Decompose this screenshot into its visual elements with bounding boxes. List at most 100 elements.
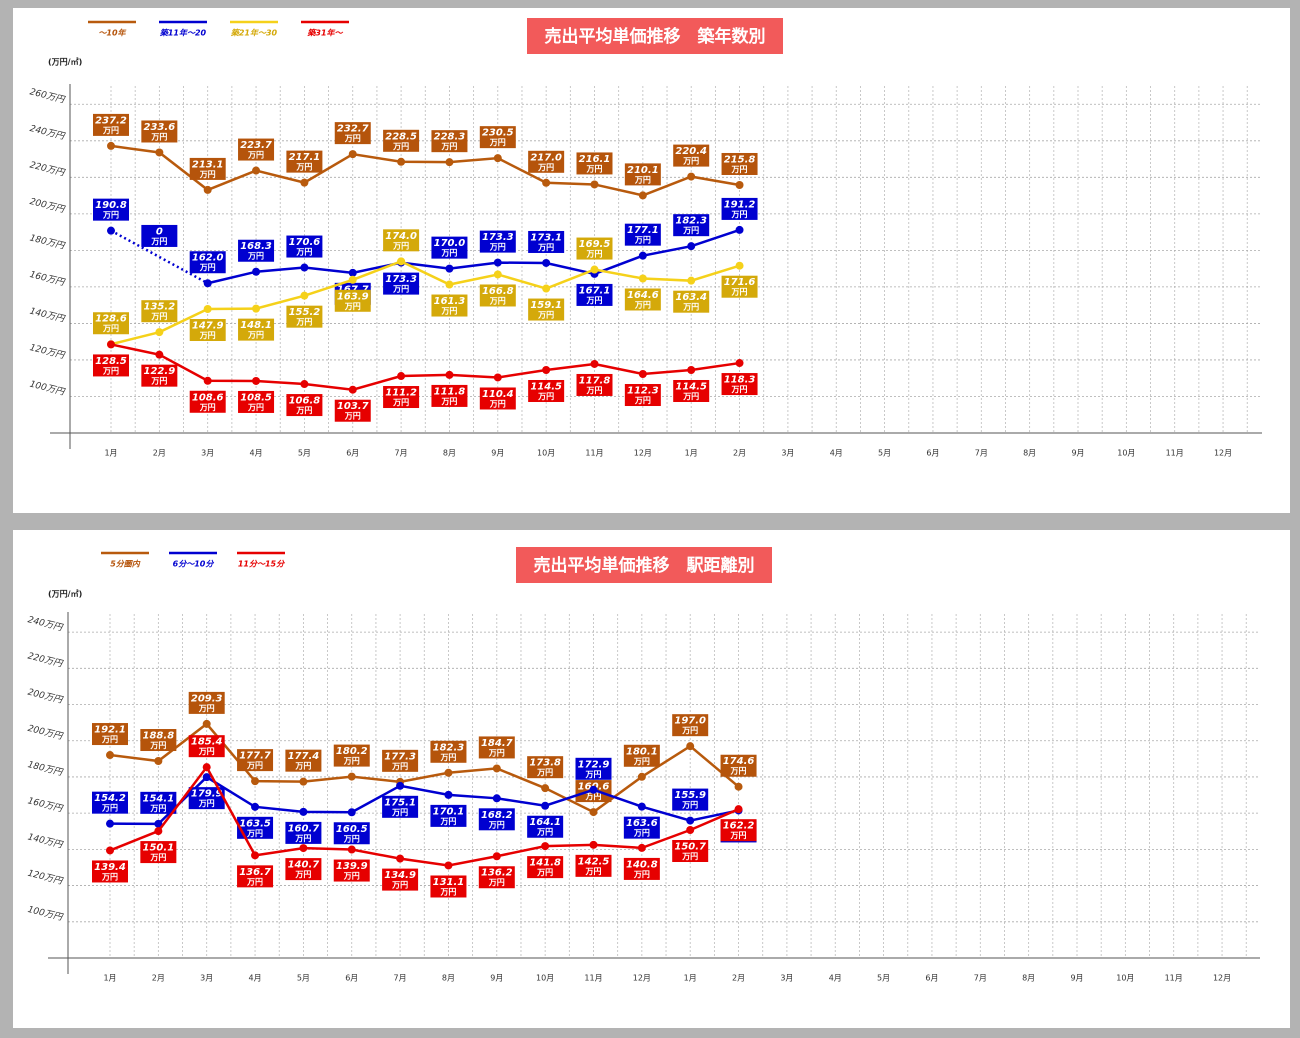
- data-point: [542, 178, 551, 187]
- data-label-unit: 万円: [730, 831, 747, 840]
- data-point: [347, 772, 356, 781]
- data-label: 184.7: [481, 738, 513, 749]
- data-label-unit: 万円: [439, 817, 456, 826]
- x-tick-label: 11月: [1166, 449, 1184, 458]
- legend-label: 築31年～: [306, 29, 343, 38]
- data-label: 174.0: [385, 231, 417, 242]
- data-label-box: [333, 744, 370, 767]
- data-label-box: [479, 126, 516, 149]
- data-point: [202, 763, 211, 772]
- data-point: [734, 805, 743, 814]
- x-tick-label: 5月: [298, 449, 311, 458]
- data-point: [735, 225, 744, 234]
- data-label-box: [673, 214, 710, 237]
- data-point: [348, 150, 357, 159]
- data-label-box: [382, 868, 419, 891]
- data-label-unit: 万円: [681, 726, 698, 735]
- data-label-unit: 万円: [247, 403, 264, 412]
- data-label: 103.7: [337, 401, 369, 412]
- data-label: 148.1: [240, 320, 272, 331]
- data-point: [735, 261, 744, 270]
- x-tick-label: 12月: [634, 449, 652, 458]
- data-label-box: [286, 235, 323, 258]
- data-label-unit: 万円: [585, 770, 602, 779]
- data-point: [252, 304, 261, 313]
- data-label-box: [285, 858, 322, 881]
- data-point: [637, 802, 646, 811]
- data-label-unit: 万円: [199, 263, 216, 272]
- data-label-box: [286, 150, 323, 173]
- data-label-box: [673, 379, 710, 402]
- data-label-unit: 万円: [537, 163, 554, 172]
- data-point: [106, 819, 114, 828]
- data-label: 217.0: [530, 152, 562, 163]
- data-label-box: [624, 384, 661, 407]
- data-label-unit: 万円: [634, 236, 651, 245]
- unit-label: (万円/㎡): [48, 589, 82, 599]
- data-label: 185.4: [191, 737, 223, 748]
- data-point: [445, 280, 454, 289]
- data-label-unit: 万円: [634, 396, 651, 405]
- data-point: [687, 172, 696, 181]
- data-point: [300, 380, 309, 389]
- data-label: 170.1: [433, 806, 465, 817]
- data-label: 141.8: [529, 858, 561, 869]
- chart-title: 売出平均単価推移 駅距離別: [534, 555, 755, 576]
- data-label: 142.5: [578, 856, 610, 867]
- data-point: [348, 275, 357, 284]
- data-label-box: [189, 157, 226, 180]
- data-label: 161.3: [434, 296, 466, 307]
- data-label: 163.9: [337, 291, 369, 302]
- data-label-unit: 万円: [102, 211, 119, 220]
- data-label-box: [575, 854, 612, 877]
- data-label-unit: 万円: [295, 406, 312, 415]
- data-point: [252, 376, 261, 385]
- data-label-box: [431, 236, 468, 259]
- data-label: 180.2: [336, 746, 368, 757]
- data-label-box: [720, 754, 757, 777]
- data-label-unit: 万円: [536, 768, 553, 777]
- data-label-box: [721, 197, 758, 220]
- data-label: 134.9: [384, 870, 416, 881]
- data-label: 136.7: [239, 867, 271, 878]
- data-label-unit: 万円: [343, 872, 360, 881]
- data-label-unit: 万円: [633, 829, 650, 838]
- data-label-unit: 万円: [586, 250, 603, 259]
- data-label-unit: 万円: [536, 868, 553, 877]
- data-label-unit: 万円: [198, 799, 215, 808]
- data-label: 237.2: [95, 115, 127, 126]
- data-label-box: [673, 290, 710, 313]
- data-point: [348, 268, 357, 277]
- data-label: 117.8: [579, 375, 611, 386]
- data-point: [734, 782, 743, 791]
- data-label: 128.6: [95, 314, 127, 325]
- data-label: 167.1: [579, 285, 611, 296]
- data-label-box: [479, 284, 516, 307]
- data-label-box: [576, 283, 613, 306]
- data-label-unit: 万円: [344, 302, 361, 311]
- data-label-unit: 万円: [537, 243, 554, 252]
- data-label-box: [238, 318, 275, 341]
- x-tick-label: 8月: [443, 449, 456, 458]
- data-label-box: [478, 866, 515, 889]
- data-point: [299, 807, 308, 816]
- data-label: 140.8: [626, 859, 658, 870]
- data-label: 232.7: [337, 124, 369, 135]
- data-label-box: [527, 856, 564, 879]
- data-label-unit: 万円: [344, 134, 361, 143]
- data-point: [542, 365, 551, 374]
- data-point: [107, 141, 115, 150]
- data-label: 135.2: [144, 302, 176, 313]
- data-label: 160.5: [336, 824, 368, 835]
- data-label-unit: 万円: [295, 163, 312, 172]
- data-label: 173.8: [529, 758, 561, 769]
- data-point: [397, 157, 406, 166]
- x-tick-label: 12月: [1214, 449, 1232, 458]
- data-label-box: [527, 815, 564, 838]
- data-point: [638, 274, 647, 283]
- data-label-unit: 万円: [440, 249, 457, 258]
- x-tick-label: 4月: [249, 974, 262, 983]
- data-label-unit: 万円: [391, 808, 408, 817]
- data-label: 154.2: [94, 793, 126, 804]
- data-label-unit: 万円: [102, 324, 119, 333]
